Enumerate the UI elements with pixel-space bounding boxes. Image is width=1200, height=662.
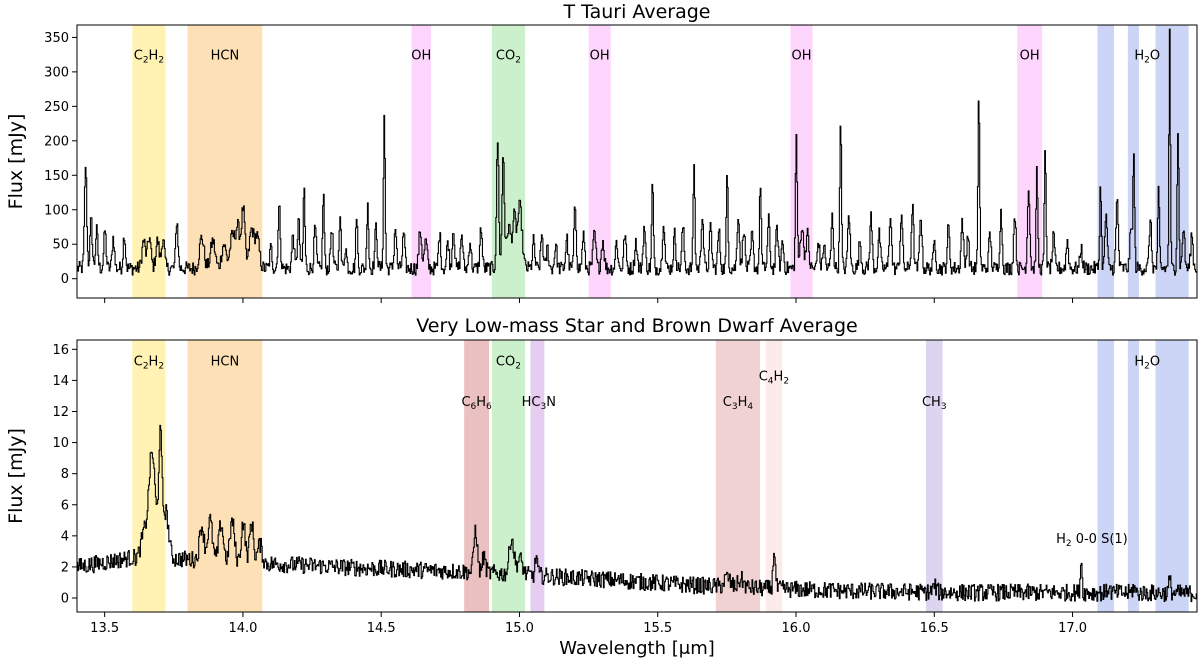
species-band — [588, 25, 611, 298]
y-tick-label: 16 — [52, 343, 69, 358]
panel-vlms-brown-dwarf: C2H2 HCN C6H6 CO2 HC3N C3H4 C4H2 CH3 H2O H2 0-0 S… — [5, 315, 1198, 659]
y-tick-label: 300 — [44, 65, 69, 80]
spectrum-line — [77, 28, 1197, 276]
species-band — [464, 340, 490, 612]
species-label: H2 0-0 S(1) — [1056, 532, 1128, 549]
panel-t-tauri: C2H2 HCN OH CO2 OH OH OH H2O 0 50 100 150 200 250 300 3… — [5, 1, 1198, 303]
x-axis-label: Wavelength [μm] — [559, 638, 715, 659]
species-label: HC3N — [522, 395, 556, 412]
species-label: OH — [411, 48, 431, 63]
y-axis-label: Flux [mJy] — [5, 428, 27, 524]
y-tick-label: 14 — [52, 374, 69, 389]
y-tick-label: 0 — [61, 592, 69, 607]
x-tick-label: 13.5 — [90, 621, 119, 636]
x-tick-label: 14.5 — [367, 621, 396, 636]
y-tick-label: 350 — [44, 31, 69, 46]
species-band — [187, 340, 263, 612]
x-tick-label: 15.0 — [505, 621, 534, 636]
y-tick-label: 200 — [44, 134, 69, 149]
species-label: C6H6 — [461, 395, 492, 412]
species-band — [187, 25, 263, 298]
species-label: C2H2 — [134, 48, 164, 65]
axes-frame — [76, 339, 1198, 613]
panel-title: Very Low-mass Star and Brown Dwarf Avera… — [416, 315, 857, 337]
species-band — [1127, 340, 1139, 612]
y-tick-label: 10 — [52, 436, 69, 451]
species-label: H2O — [1134, 355, 1160, 372]
panel-title: T Tauri Average — [563, 1, 711, 23]
y-tick-label: 250 — [44, 100, 69, 115]
y-tick-label: 4 — [61, 529, 69, 544]
species-label: CH3 — [922, 395, 947, 412]
species-label: CO2 — [496, 48, 521, 65]
species-band — [925, 340, 943, 612]
x-tick-label: 17.0 — [1058, 621, 1087, 636]
y-tick-label: 8 — [61, 467, 69, 482]
species-band — [1017, 25, 1043, 298]
species-label: CO2 — [496, 355, 521, 372]
x-tick-label: 16.0 — [782, 621, 811, 636]
species-band — [1097, 25, 1115, 298]
species-band — [132, 340, 166, 612]
species-label: HCN — [211, 355, 240, 370]
species-band — [530, 340, 545, 612]
species-band — [1155, 340, 1189, 612]
species-band — [491, 340, 525, 612]
species-label: HCN — [211, 48, 240, 63]
species-label: OH — [1020, 48, 1040, 63]
species-label: C2H2 — [134, 355, 164, 372]
species-label: C3H4 — [723, 395, 754, 412]
spectrum-line — [77, 424, 1197, 603]
x-tick-label: 15.5 — [643, 621, 672, 636]
x-tick-label: 14.0 — [228, 621, 257, 636]
y-tick-label: 6 — [61, 498, 69, 513]
y-tick-label: 50 — [52, 238, 69, 253]
species-band — [1097, 340, 1115, 612]
species-label: H2O — [1134, 48, 1160, 65]
species-label: C4H2 — [759, 369, 789, 386]
y-tick-label: 0 — [61, 272, 69, 287]
y-tick-label: 100 — [44, 203, 69, 218]
species-band — [765, 340, 783, 612]
species-label: OH — [590, 48, 610, 63]
y-tick-label: 2 — [61, 560, 69, 575]
species-band — [411, 25, 431, 298]
species-band — [715, 340, 761, 612]
y-axis-label: Flux [mJy] — [5, 114, 27, 210]
axes-frame — [76, 24, 1198, 299]
species-band — [491, 25, 525, 298]
y-tick-label: 12 — [52, 405, 69, 420]
x-tick-label: 16.5 — [920, 621, 949, 636]
y-tick-label: 150 — [44, 169, 69, 184]
species-label: OH — [792, 48, 812, 63]
